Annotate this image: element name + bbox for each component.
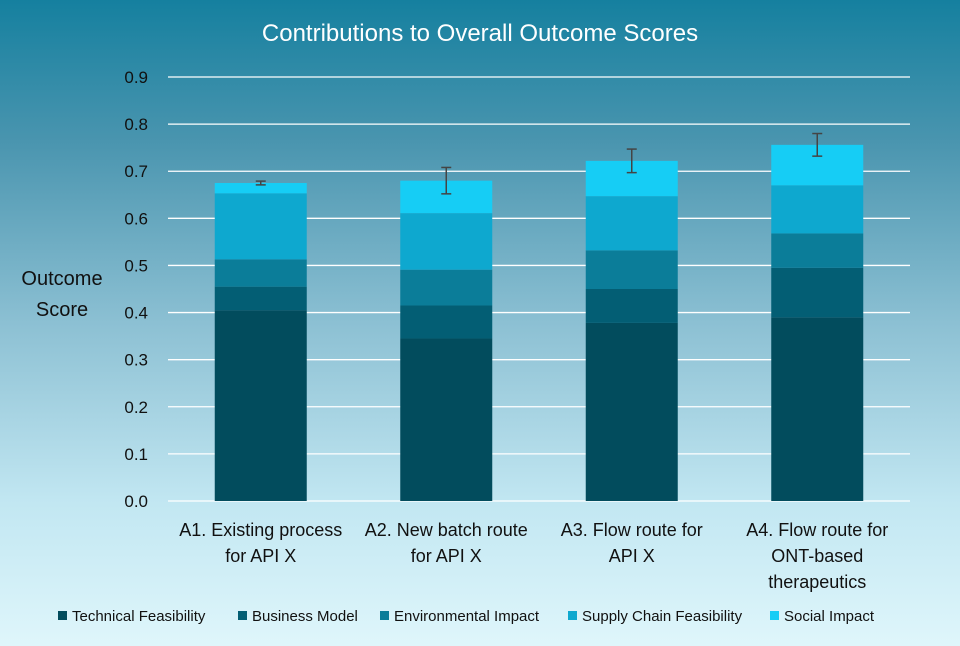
legend-swatch [238,611,247,620]
bar-segment [585,322,678,501]
legend-swatch [380,611,389,620]
y-tick-label: 0.0 [124,492,148,511]
legend-item: Social Impact [770,608,875,625]
bar-segment [214,310,307,501]
y-tick-label: 0.9 [124,68,148,87]
error-bar [255,180,266,186]
bar-segment [400,213,493,270]
bar-segment [771,233,864,268]
legend-swatch [568,611,577,620]
bar-segment [585,250,678,289]
bar-segment [771,185,864,234]
legend-item: Environmental Impact [380,608,540,625]
bar-segment [214,193,307,260]
y-tick-label: 0.8 [124,115,148,134]
y-tick-label: 0.3 [124,351,148,370]
bars [214,144,864,501]
error-bar [812,132,823,157]
legend-swatch [770,611,779,620]
y-tick-label: 0.1 [124,445,148,464]
error-bars [255,132,823,195]
legend-label: Social Impact [784,608,875,625]
bar-segment [585,196,678,251]
error-bar [626,148,637,174]
bar-segment [400,305,493,339]
legend-item: Technical Feasibility [58,608,206,625]
x-category-label: A2. New batch route [365,520,528,540]
chart-title: Contributions to Overall Outcome Scores [262,20,698,47]
x-category-label: A1. Existing process [179,520,342,540]
x-category-label: API X [609,546,655,566]
x-category-label: A3. Flow route for [561,520,703,540]
bar-segment [214,259,307,287]
legend-label: Business Model [252,608,358,625]
legend-label: Environmental Impact [394,608,540,625]
y-tick-label: 0.5 [124,256,148,275]
y-axis-label-line-2: Score [36,299,88,321]
x-category-label: A4. Flow route for [746,520,888,540]
legend-item: Business Model [238,608,358,625]
bar-segment [585,289,678,323]
x-axis-labels: A1. Existing process for API X A2. New bat… [179,520,888,592]
bar-segment [771,267,864,318]
y-tick-label: 0.6 [124,209,148,228]
y-tick-label: 0.4 [124,304,148,323]
bar-segment [214,183,307,194]
bar-segment [400,269,493,306]
error-bar [441,166,452,195]
bar-segment [771,317,864,501]
x-category-label: ONT-based [771,546,863,566]
x-category-label: for API X [225,546,296,566]
x-category-label: therapeutics [768,572,866,592]
bar-segment [214,286,307,311]
legend-swatch [58,611,67,620]
y-axis-ticks: 0.0 0.1 0.2 0.3 0.4 0.5 0.6 0.7 0.8 0.9 [124,68,148,511]
x-category-label: for API X [411,546,482,566]
legend-label: Technical Feasibility [72,608,206,625]
y-tick-label: 0.7 [124,162,148,181]
legend: Technical Feasibility Business Model Envir… [58,608,875,625]
legend-label: Supply Chain Feasibility [582,608,743,625]
y-axis-label-line-1: Outcome [21,268,102,290]
bar-segment [400,338,493,501]
y-tick-label: 0.2 [124,398,148,417]
legend-item: Supply Chain Feasibility [568,608,743,625]
